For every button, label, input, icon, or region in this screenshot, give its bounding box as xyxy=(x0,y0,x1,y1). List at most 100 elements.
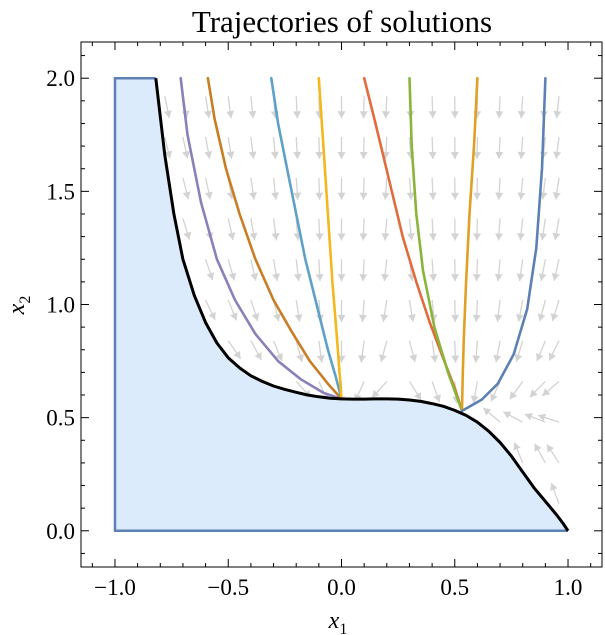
field-arrow xyxy=(271,177,280,200)
field-arrow xyxy=(494,299,503,322)
field-arrow xyxy=(502,411,524,423)
field-arrow xyxy=(250,340,262,361)
field-arrow xyxy=(495,137,504,160)
field-arrow xyxy=(293,137,302,160)
field-arrow xyxy=(315,137,324,160)
field-arrow xyxy=(428,218,437,241)
x-tick-label: −0.5 xyxy=(207,575,249,600)
field-arrow xyxy=(431,381,441,403)
field-arrow xyxy=(227,259,237,281)
field-arrow xyxy=(493,340,502,363)
field-arrow xyxy=(472,299,481,322)
field-arrow xyxy=(538,259,547,281)
field-arrow xyxy=(514,340,524,362)
region-edge xyxy=(113,76,568,533)
field-arrow xyxy=(473,177,482,200)
field-arrow xyxy=(451,340,460,363)
trajectory-line xyxy=(270,76,343,401)
trajectory-line xyxy=(179,76,343,401)
field-arrow xyxy=(227,299,238,321)
field-arrow xyxy=(552,177,561,200)
field-arrow xyxy=(337,96,346,119)
y-tick-label: 1.0 xyxy=(46,293,75,318)
trajectory-line xyxy=(317,76,343,401)
field-arrow xyxy=(495,96,504,119)
field-arrow xyxy=(182,177,191,200)
y-axis-label-subscript: 2 xyxy=(17,296,34,304)
field-arrow xyxy=(226,96,235,119)
field-arrow xyxy=(482,407,501,423)
field-arrow xyxy=(509,381,524,400)
field-arrow xyxy=(450,218,459,241)
field-arrow xyxy=(517,136,526,160)
x-axis-label-subscript: 1 xyxy=(339,621,347,635)
field-arrow xyxy=(272,340,283,362)
field-arrow xyxy=(250,299,260,322)
field-arrow xyxy=(495,177,504,200)
field-arrow xyxy=(359,177,368,200)
x-tick-label: 0.5 xyxy=(440,575,469,600)
y-tick-label: 0.0 xyxy=(46,519,75,544)
field-arrow xyxy=(472,259,481,282)
field-arrow xyxy=(315,177,324,200)
field-arrow xyxy=(337,218,346,241)
field-arrow xyxy=(226,136,235,159)
field-arrow xyxy=(315,259,324,282)
x-tick-label: −1.0 xyxy=(94,575,136,600)
field-arrow xyxy=(406,218,415,241)
field-arrow xyxy=(548,340,560,361)
field-arrow xyxy=(249,218,258,241)
field-arrow xyxy=(450,137,459,160)
field-arrow xyxy=(204,177,213,200)
field-arrow xyxy=(550,299,560,322)
field-arrow xyxy=(381,177,390,200)
field-arrow xyxy=(248,96,257,119)
field-arrow xyxy=(546,444,560,464)
field-arrow xyxy=(315,218,324,241)
field-arrow xyxy=(408,340,418,363)
field-arrow xyxy=(470,381,479,404)
field-arrow xyxy=(164,136,173,159)
field-arrow xyxy=(371,381,388,399)
field-arrow xyxy=(429,259,438,282)
boundary-curve xyxy=(154,78,570,532)
field-arrow xyxy=(381,218,390,241)
field-arrow xyxy=(292,96,301,119)
field-arrow xyxy=(450,96,459,119)
field-arrow xyxy=(205,299,216,321)
field-arrow xyxy=(203,96,212,119)
field-arrow xyxy=(182,136,190,159)
x-axis-label-text: x xyxy=(328,608,340,634)
field-arrow xyxy=(428,137,437,160)
field-arrow xyxy=(381,259,390,282)
field-arrow xyxy=(382,96,391,119)
field-arrow xyxy=(380,299,389,322)
field-arrow xyxy=(379,340,388,363)
field-arrow xyxy=(294,299,303,322)
field-arrow xyxy=(537,299,546,322)
field-arrow xyxy=(539,218,548,241)
field-arrow xyxy=(428,177,437,200)
field-arrow xyxy=(337,137,346,160)
field-arrow xyxy=(182,218,192,240)
field-arrow xyxy=(316,340,325,363)
field-arrow xyxy=(539,177,548,200)
field-arrow xyxy=(450,177,459,200)
field-arrow xyxy=(552,218,561,241)
axis-ticks: −1.0 −0.5 0.0 0.5 1.0 0.0 0.5 1.0 1.5 2.0 xyxy=(46,42,602,600)
field-arrow xyxy=(472,340,481,363)
chart-title: Trajectories of solutions xyxy=(192,4,492,39)
field-arrow xyxy=(227,218,236,241)
x-tick-label: 0.0 xyxy=(327,575,356,600)
field-arrow xyxy=(359,259,368,282)
field-arrow xyxy=(293,259,302,282)
field-arrow xyxy=(248,136,257,159)
field-arrow xyxy=(535,340,546,362)
trajectory-series xyxy=(179,76,547,413)
x-axis-label: x1 xyxy=(328,608,348,635)
field-arrow xyxy=(337,299,346,322)
field-arrow xyxy=(524,413,546,423)
field-arrow xyxy=(358,340,367,363)
trajectory-line xyxy=(460,76,547,413)
field-arrow xyxy=(271,218,280,241)
